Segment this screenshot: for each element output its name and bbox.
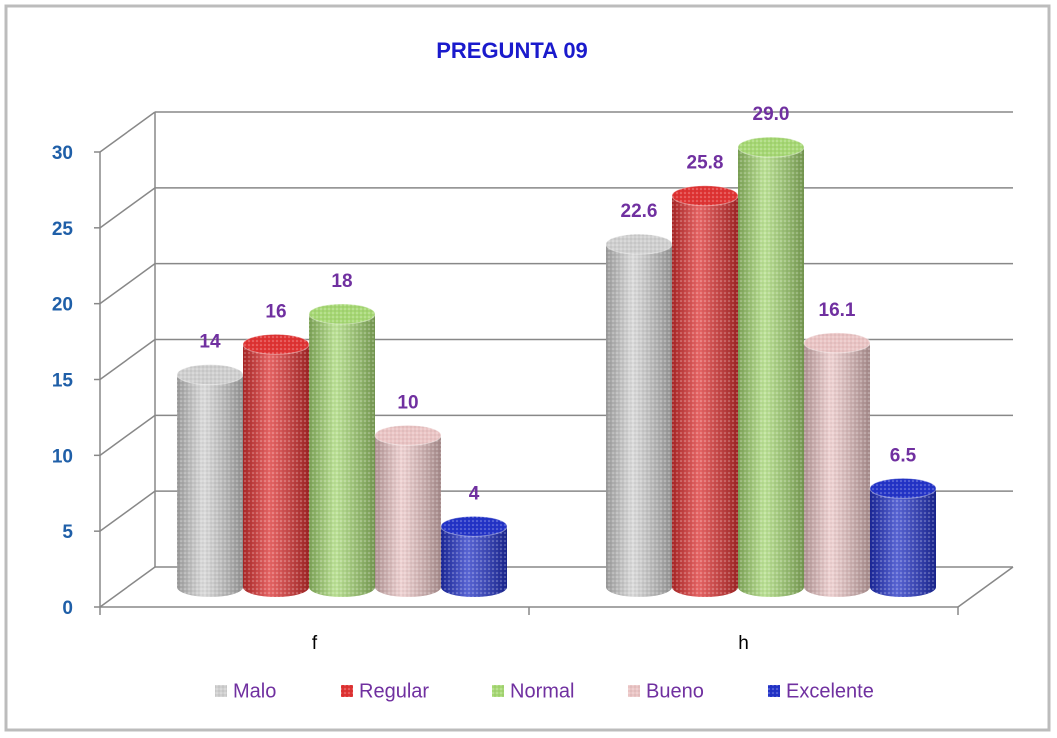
bar-top-texture — [243, 334, 309, 355]
bar-texture — [738, 147, 804, 597]
bar-top-texture — [606, 234, 672, 255]
y-tick-label: 20 — [52, 295, 73, 316]
bar-texture — [606, 244, 672, 597]
frame — [4, 4, 1051, 732]
value-label: 18 — [331, 271, 352, 292]
chart-title: PREGUNTA 09 — [436, 38, 588, 63]
value-label: 16 — [265, 301, 286, 322]
y-tick-label: 10 — [52, 446, 73, 467]
bar-top-texture — [441, 516, 507, 537]
bar-texture — [441, 526, 507, 597]
bar-texture — [309, 314, 375, 597]
legend-label: Normal — [510, 680, 574, 702]
value-label: 29.0 — [753, 104, 790, 125]
grid-line — [99, 490, 156, 532]
y-tick-label: 5 — [62, 522, 73, 543]
floor-edge — [957, 566, 1014, 608]
grid-line — [99, 111, 156, 153]
bar-top-texture — [804, 332, 870, 353]
legend-swatch-texture — [492, 685, 504, 697]
legend-label: Bueno — [646, 680, 704, 702]
value-label: 4 — [469, 483, 480, 504]
legend-label: Regular — [359, 680, 429, 702]
x-tick-label: h — [738, 633, 749, 654]
bar-top-texture — [375, 425, 441, 446]
y-tick-label: 30 — [52, 143, 73, 164]
legend-swatch-texture — [215, 685, 227, 697]
value-label: 16.1 — [819, 300, 856, 321]
value-label: 6.5 — [890, 445, 917, 466]
y-tick-label: 15 — [52, 371, 74, 392]
bar-top-texture — [870, 478, 936, 499]
grid-line — [99, 338, 156, 381]
value-label: 25.8 — [687, 153, 724, 174]
legend-swatch-texture — [341, 685, 353, 697]
legend-swatch-texture — [628, 685, 640, 697]
bar-texture — [804, 342, 870, 597]
bar-top-texture — [672, 185, 738, 206]
y-tick-label: 25 — [52, 219, 74, 240]
value-label: 22.6 — [621, 201, 658, 222]
grid-line — [99, 566, 156, 608]
bar-texture — [243, 344, 309, 597]
legend-label: Excelente — [786, 680, 874, 702]
bar-texture — [672, 195, 738, 597]
bar-top-texture — [177, 364, 243, 385]
x-tick-label: f — [312, 633, 318, 654]
grid-line — [99, 414, 156, 456]
legend-swatch-texture — [768, 685, 780, 697]
bar-top-texture — [738, 137, 804, 158]
grid-line — [99, 263, 156, 305]
value-label: 14 — [199, 332, 221, 353]
value-label: 10 — [397, 392, 418, 413]
bar-texture — [177, 374, 243, 597]
y-tick-label: 0 — [62, 598, 73, 619]
grid-line — [99, 187, 156, 229]
bar-top-texture — [309, 304, 375, 324]
bar-texture — [375, 435, 441, 597]
bar-texture — [870, 488, 936, 597]
legend-label: Malo — [233, 680, 276, 702]
